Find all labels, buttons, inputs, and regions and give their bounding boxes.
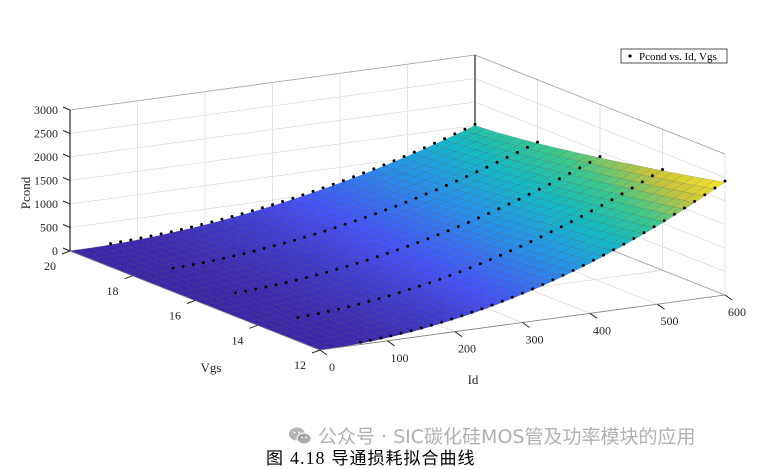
- x-axis-label: Id: [468, 372, 479, 387]
- x-tick-label: 100: [391, 351, 409, 365]
- x-tick-label: 300: [526, 333, 544, 347]
- z-tick-label: 3000: [34, 103, 58, 117]
- z-tick-label: 0: [52, 244, 58, 258]
- caption-text: 导通损耗拟合曲线: [331, 449, 476, 469]
- y-tick-label: 14: [232, 333, 244, 347]
- figure-caption: 图 4.18 导通损耗拟合曲线: [266, 444, 476, 469]
- legend: Pcond vs. Id, Vgs: [620, 48, 728, 64]
- scatter-points: [109, 122, 727, 344]
- legend-label: Pcond vs. Id, Vgs: [639, 51, 717, 63]
- z-tick-label: 2000: [34, 150, 58, 164]
- z-axis-label: Pcond: [18, 176, 33, 209]
- caption-number: 4.18: [290, 448, 326, 468]
- surface-plot: 0 500 1000 1500 2000 2500 3000 20 18 16 14 12 0 100 20…: [18, 48, 746, 387]
- y-tick-label: 18: [107, 284, 119, 298]
- z-tick-label: 500: [40, 221, 58, 235]
- legend-box: [620, 48, 728, 64]
- y-tick-label: 12: [294, 358, 306, 372]
- x-tick-label: 0: [329, 360, 335, 374]
- z-tick-label: 2500: [34, 127, 58, 141]
- z-tick-label: 1000: [34, 197, 58, 211]
- y-tick-label: 20: [44, 259, 56, 273]
- caption-prefix: 图: [266, 449, 284, 469]
- x-tick-label: 600: [728, 305, 746, 319]
- watermark-text: 公众号 · SIC碳化硅MOS管及功率模块的应用: [318, 426, 696, 448]
- axes: 0 500 1000 1500 2000 2500 3000 20 18 16 14 12 0 100 20…: [34, 103, 746, 374]
- y-axis-label: Vgs: [201, 360, 222, 375]
- z-tick-label: 1500: [34, 174, 58, 188]
- x-tick-label: 400: [593, 323, 611, 337]
- wechat-icon: [288, 426, 312, 446]
- x-tick-label: 200: [458, 342, 476, 356]
- x-tick-label: 500: [661, 314, 679, 328]
- fitted-surface: [69, 125, 726, 351]
- y-tick-label: 16: [169, 309, 181, 323]
- legend-marker-icon: [628, 54, 632, 58]
- watermark: 公众号 · SIC碳化硅MOS管及功率模块的应用: [288, 422, 695, 449]
